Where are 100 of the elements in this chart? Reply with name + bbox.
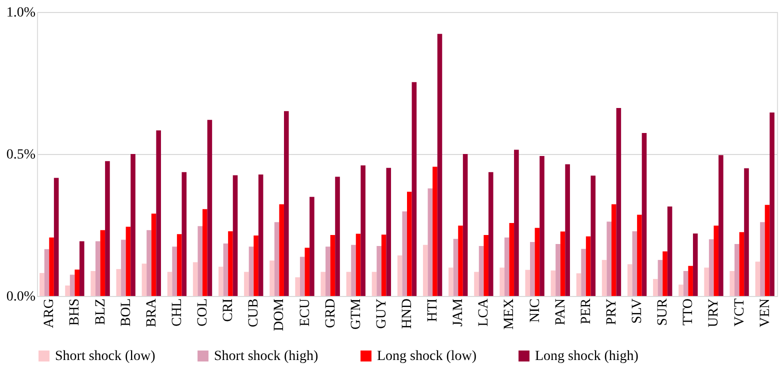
x-tick-label: CHL [170, 298, 185, 326]
bar [49, 237, 54, 296]
bar [376, 246, 382, 296]
x-tick-label: BHS [68, 298, 83, 326]
x-tick-label: HTI [426, 298, 441, 322]
x-tick-label: PAN [553, 298, 568, 326]
bar [330, 234, 336, 296]
x-tick-label: GRD [323, 298, 338, 328]
bar [478, 246, 484, 296]
bar [70, 274, 75, 296]
bar [509, 223, 514, 296]
bar [744, 168, 749, 296]
bar [248, 246, 254, 296]
x-tick-label: VCT [732, 298, 748, 326]
bar [223, 243, 228, 296]
bar [683, 271, 688, 296]
bar [360, 165, 366, 296]
bar [116, 269, 122, 296]
bar [258, 174, 264, 296]
bar [40, 272, 44, 296]
bar [667, 206, 672, 296]
x-tick-label: LCA [476, 298, 492, 326]
bar [295, 277, 300, 296]
legend-label: Long shock (high) [535, 349, 639, 364]
bar [198, 226, 203, 296]
y-tick-label: 0.0% [6, 290, 36, 304]
bar [692, 234, 698, 296]
bar [637, 214, 642, 296]
bar [284, 111, 289, 296]
bar [381, 234, 386, 296]
x-tick-label: PER [578, 298, 594, 324]
bar [462, 154, 468, 296]
bar [54, 178, 59, 296]
bar [504, 237, 510, 296]
bar [632, 231, 638, 296]
bar [244, 272, 249, 296]
bar [100, 230, 106, 296]
bar [422, 244, 428, 296]
bar [146, 230, 152, 296]
bar [755, 262, 760, 296]
x-tick-label: GTM [348, 298, 364, 330]
bar [704, 268, 709, 296]
bar [453, 238, 458, 296]
bar [386, 168, 392, 296]
bar [156, 130, 161, 296]
y-tick-label: 1.0% [6, 6, 36, 20]
bar [172, 246, 177, 296]
bar [402, 211, 407, 296]
bar [192, 262, 198, 296]
bar [708, 239, 714, 296]
bar [458, 226, 463, 296]
bar [739, 232, 744, 296]
bar [335, 176, 340, 296]
bar [500, 268, 504, 296]
bar [611, 204, 616, 296]
bar [346, 272, 352, 296]
bar [207, 120, 212, 296]
x-tick-label: CRI [221, 298, 236, 322]
bar [653, 278, 658, 296]
legend-label: Long shock (low) [377, 349, 477, 364]
bar [714, 226, 719, 296]
bar [142, 264, 147, 296]
bar [718, 155, 724, 296]
x-tick-label: URY [706, 298, 722, 328]
bar [151, 214, 156, 296]
x-tick-label: GUY [374, 298, 390, 329]
x-tick-label: DOM [272, 298, 288, 332]
bar [397, 255, 402, 296]
x-tick-label: MEX [502, 298, 518, 330]
bar [105, 161, 110, 296]
bar [351, 244, 356, 296]
x-tick-label: CUB [246, 298, 262, 328]
bar [326, 246, 330, 296]
x-tick-label: ECU [298, 298, 313, 326]
legend-label: Short shock (low) [55, 349, 156, 364]
bar [770, 112, 774, 296]
x-tick-label: VEN [758, 298, 773, 328]
x-tick-label: TTO [681, 298, 696, 326]
bar [586, 236, 591, 296]
bar [372, 272, 377, 296]
bar [356, 234, 361, 296]
bar [688, 266, 693, 296]
bar [320, 272, 326, 296]
bar [488, 172, 494, 296]
x-tick-label: ARG [42, 298, 58, 328]
bar [437, 34, 442, 296]
x-tick-label: NIC [528, 298, 543, 323]
bar [616, 108, 622, 296]
bar [576, 273, 582, 296]
x-tick-label: BLZ [93, 298, 108, 325]
bar [734, 244, 740, 296]
bar [514, 150, 519, 296]
bar [560, 232, 566, 296]
bar [274, 222, 280, 296]
bar [556, 244, 560, 296]
bar [65, 285, 70, 296]
bar [232, 175, 238, 296]
bar [484, 234, 488, 296]
bar [279, 204, 284, 296]
bar [602, 260, 607, 296]
